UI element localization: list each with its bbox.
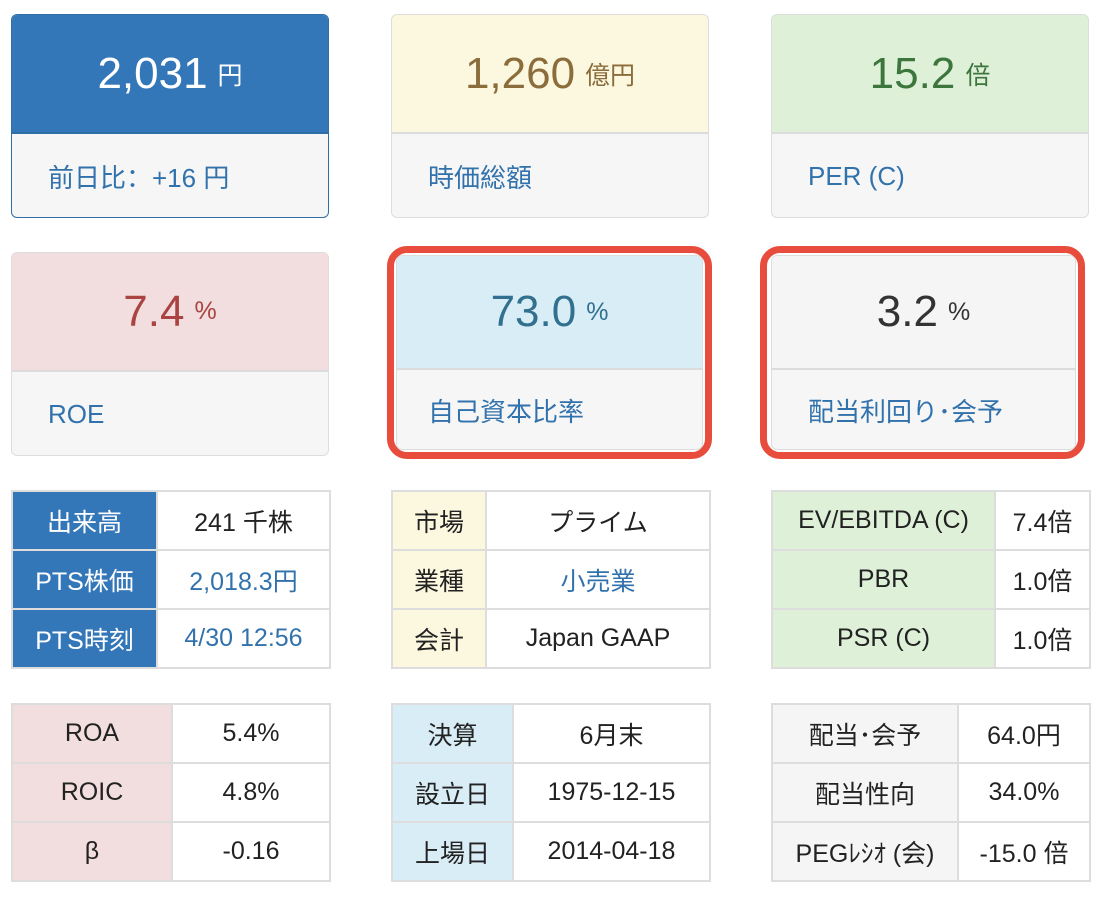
- table-row: ROIC 4.8%: [11, 762, 331, 823]
- industry-label: 業種: [391, 549, 487, 610]
- industry-link[interactable]: 小売業: [485, 549, 711, 610]
- table-row: PEGﾚｼｵ (会) -15.0 倍: [771, 821, 1091, 882]
- payout-ratio-value: 34.0%: [957, 762, 1091, 823]
- dividend-value: 64.0円: [957, 703, 1091, 764]
- roe-value-area: 7.4 %: [12, 253, 328, 372]
- pbr-label: PBR: [771, 549, 996, 610]
- table-row: 設立日 1975-12-15: [391, 762, 711, 823]
- fiscal-month-value: 6月末: [512, 703, 711, 764]
- market-value: プライム: [485, 490, 711, 551]
- table-row: EV/EBITDA (C) 7.4倍: [771, 490, 1091, 551]
- stock-price-unit: 円: [217, 61, 243, 90]
- table-row: 配当性向 34.0%: [771, 762, 1091, 823]
- roe-value: 7.4: [123, 286, 185, 336]
- stock-price-value: 2,031: [97, 48, 208, 98]
- per-value-area: 15.2 倍: [772, 15, 1088, 134]
- accounting-label: 会計: [391, 608, 487, 669]
- roe-card: 7.4 % ROE: [11, 252, 329, 456]
- founded-label: 設立日: [391, 762, 514, 823]
- table-row: PBR 1.0倍: [771, 549, 1091, 610]
- roic-label: ROIC: [11, 762, 173, 823]
- valuation-table: EV/EBITDA (C) 7.4倍 PBR 1.0倍 PSR (C) 1.0倍: [771, 490, 1091, 669]
- founded-value: 1975-12-15: [512, 762, 711, 823]
- dividend-yield-value-area: 3.2 %: [772, 256, 1075, 370]
- per-value: 15.2: [869, 48, 956, 98]
- table-row: 市場 プライム: [391, 490, 711, 551]
- peg-ratio-value: -15.0 倍: [957, 821, 1091, 882]
- trading-table: 出来高 241 千株 PTS株価 2,018.3円 PTS時刻 4/30 12:…: [11, 490, 331, 669]
- price-change-label[interactable]: 前日比：+16 円: [48, 163, 230, 193]
- ev-ebitda-value: 7.4倍: [994, 490, 1091, 551]
- market-cap-value-area: 1,260 億円: [392, 15, 708, 134]
- volume-label: 出来高: [11, 490, 158, 551]
- listed-value: 2014-04-18: [512, 821, 711, 882]
- roic-value: 4.8%: [171, 762, 331, 823]
- payout-ratio-label: 配当性向: [771, 762, 959, 823]
- listed-label: 上場日: [391, 821, 514, 882]
- stock-price-card: 2,031 円 前日比：+16 円: [11, 14, 329, 218]
- market-cap-card: 1,260 億円 時価総額: [391, 14, 709, 218]
- per-unit: 倍: [965, 61, 991, 90]
- market-cap-value: 1,260: [464, 48, 576, 98]
- psr-value: 1.0倍: [994, 608, 1091, 669]
- equity-ratio-value: 73.0: [490, 287, 577, 336]
- accounting-value: Japan GAAP: [485, 608, 711, 669]
- ev-ebitda-label: EV/EBITDA (C): [771, 490, 996, 551]
- dividend-yield-value: 3.2: [876, 287, 938, 336]
- table-row: PSR (C) 1.0倍: [771, 608, 1091, 669]
- table-row: 会計 Japan GAAP: [391, 608, 711, 669]
- table-row: β -0.16: [11, 821, 331, 882]
- equity-ratio-card: 73.0 % 自己資本比率: [396, 255, 703, 450]
- roa-value: 5.4%: [171, 703, 331, 764]
- stock-price-value-area: 2,031 円: [12, 15, 328, 134]
- pbr-value: 1.0倍: [994, 549, 1091, 610]
- dividend-yield-label[interactable]: 配当利回り･会予: [808, 397, 1004, 427]
- psr-label: PSR (C): [771, 608, 996, 669]
- beta-label: β: [11, 821, 173, 882]
- market-cap-unit: 億円: [585, 61, 636, 90]
- returns-table: ROA 5.4% ROIC 4.8% β -0.16: [11, 703, 331, 882]
- dates-table: 決算 6月末 設立日 1975-12-15 上場日 2014-04-18: [391, 703, 711, 882]
- table-row: 出来高 241 千株: [11, 490, 331, 551]
- dividend-label: 配当･会予: [771, 703, 959, 764]
- table-row: PTS時刻 4/30 12:56: [11, 608, 331, 669]
- pts-price-link[interactable]: 2,018.3円: [156, 549, 331, 610]
- fiscal-month-label: 決算: [391, 703, 514, 764]
- pts-time-link[interactable]: 4/30 12:56: [156, 608, 331, 669]
- pts-price-label: PTS株価: [11, 549, 158, 610]
- peg-ratio-label: PEGﾚｼｵ (会): [771, 821, 959, 882]
- table-row: 上場日 2014-04-18: [391, 821, 711, 882]
- market-label: 市場: [391, 490, 487, 551]
- volume-value: 241 千株: [156, 490, 331, 551]
- roe-label[interactable]: ROE: [48, 399, 105, 429]
- dividend-yield-card: 3.2 % 配当利回り･会予: [771, 255, 1076, 450]
- beta-value: -0.16: [171, 821, 331, 882]
- table-row: 業種 小売業: [391, 549, 711, 610]
- dividend-yield-unit: %: [947, 297, 971, 326]
- roa-label: ROA: [11, 703, 173, 764]
- equity-ratio-value-area: 73.0 %: [397, 256, 702, 370]
- per-label[interactable]: PER (C): [808, 161, 905, 191]
- table-row: ROA 5.4%: [11, 703, 331, 764]
- roe-unit: %: [194, 297, 217, 325]
- table-row: 配当･会予 64.0円: [771, 703, 1091, 764]
- table-row: 決算 6月末: [391, 703, 711, 764]
- market-cap-label[interactable]: 時価総額: [428, 163, 533, 193]
- equity-ratio-unit: %: [586, 297, 609, 326]
- equity-ratio-label[interactable]: 自己資本比率: [428, 397, 585, 427]
- dividend-table: 配当･会予 64.0円 配当性向 34.0% PEGﾚｼｵ (会) -15.0 …: [771, 703, 1091, 882]
- pts-time-label: PTS時刻: [11, 608, 158, 669]
- company-table: 市場 プライム 業種 小売業 会計 Japan GAAP: [391, 490, 711, 669]
- table-row: PTS株価 2,018.3円: [11, 549, 331, 610]
- per-card: 15.2 倍 PER (C): [771, 14, 1089, 218]
